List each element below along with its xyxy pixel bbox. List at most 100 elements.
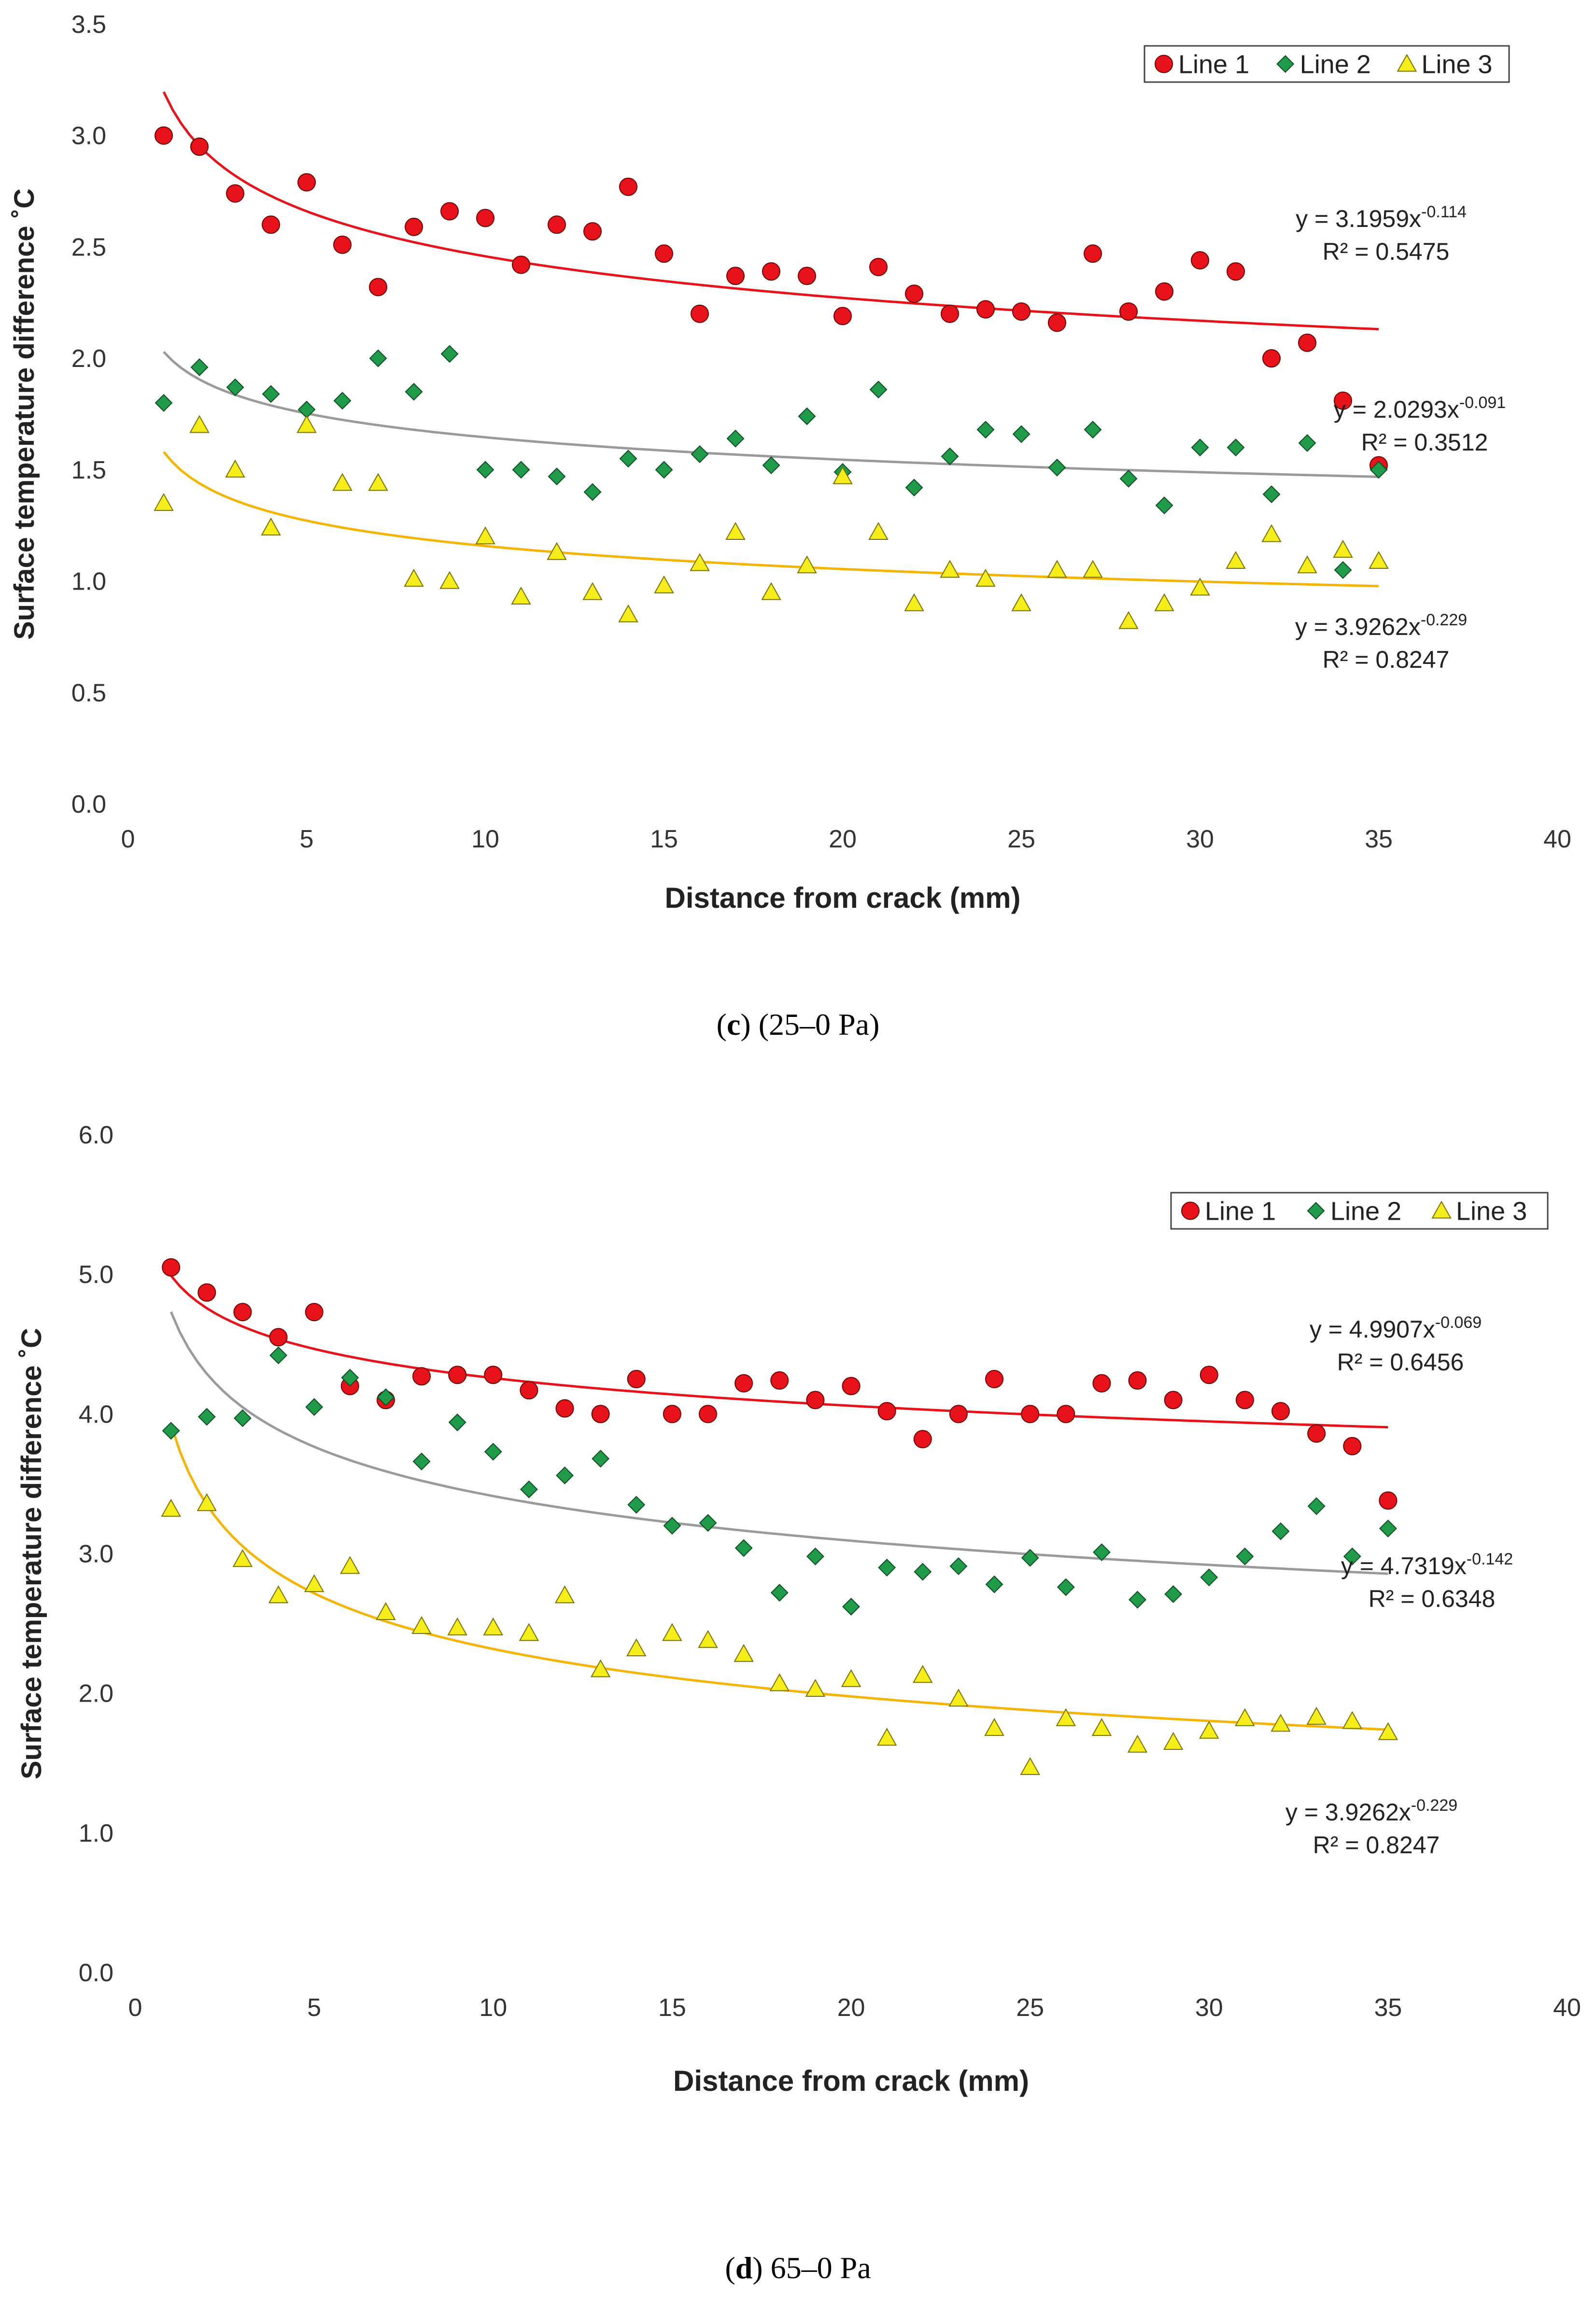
- trendline-1: [162, 91, 1379, 331]
- data-point: [1333, 539, 1353, 558]
- data-point: [1190, 578, 1210, 596]
- trend-equation: y = 3.9262x-0.229: [1295, 611, 1467, 640]
- x-tick-label: 40: [1543, 825, 1571, 853]
- legend-box: [1170, 1192, 1549, 1230]
- y-tick-label: 6.0: [79, 1121, 113, 1149]
- data-point: [913, 1665, 933, 1683]
- data-point: [878, 1559, 896, 1577]
- legend-label: Line 1: [1205, 1197, 1276, 1226]
- data-point: [1020, 1757, 1040, 1775]
- data-point: [985, 1370, 1003, 1389]
- data-point: [297, 173, 316, 192]
- data-point: [1297, 555, 1317, 574]
- data-point: [512, 461, 530, 479]
- data-point: [1129, 1591, 1146, 1609]
- legend: Line 1 Line 2 Line 3: [1170, 1192, 1549, 1230]
- data-point: [155, 394, 173, 412]
- data-point: [976, 421, 995, 439]
- data-point: [226, 184, 244, 203]
- data-point: [520, 1480, 538, 1498]
- data-point: [868, 522, 889, 540]
- y-tick-label: 3.5: [71, 11, 106, 39]
- data-point: [1379, 1520, 1397, 1537]
- data-point: [976, 300, 995, 319]
- x-axis-title: Distance from crack (mm): [665, 882, 1021, 914]
- data-point: [691, 445, 709, 463]
- data-point: [197, 1493, 217, 1511]
- data-point: [984, 1718, 1004, 1736]
- data-point: [369, 278, 387, 296]
- data-point: [699, 1405, 717, 1423]
- data-point: [1048, 313, 1066, 332]
- r-squared: R² = 0.5475: [1323, 238, 1450, 265]
- data-point: [440, 345, 459, 363]
- data-point: [340, 1556, 360, 1574]
- data-point: [876, 1728, 897, 1746]
- data-point: [1271, 1522, 1290, 1540]
- data-point: [583, 483, 602, 501]
- y-tick-label: 3.0: [71, 122, 106, 150]
- data-point: [305, 1303, 324, 1322]
- data-point: [842, 1597, 860, 1616]
- data-point: [476, 461, 494, 479]
- series-line-3: [154, 415, 1389, 629]
- data-point: [1154, 593, 1174, 611]
- data-point: [268, 1585, 289, 1604]
- legend-marker: [1155, 55, 1173, 73]
- data-point: [842, 1377, 861, 1395]
- data-point: [1047, 560, 1067, 578]
- x-tick-label: 20: [829, 825, 857, 853]
- data-point: [161, 1498, 181, 1517]
- data-point: [262, 215, 280, 234]
- data-point: [1092, 1374, 1111, 1393]
- data-point: [1127, 1734, 1148, 1753]
- data-point: [869, 257, 888, 276]
- data-point: [1164, 1585, 1183, 1603]
- data-point: [833, 466, 853, 484]
- x-tick-label: 10: [471, 825, 499, 853]
- x-tick-label: 30: [1195, 1994, 1223, 2022]
- data-point: [985, 1575, 1003, 1593]
- data-point: [1155, 282, 1173, 301]
- data-point: [1306, 1706, 1327, 1725]
- trendline-2: [163, 351, 1379, 478]
- data-point: [377, 1388, 395, 1407]
- data-point: [405, 382, 423, 401]
- trend-equation: y = 4.9907x-0.069: [1310, 1313, 1482, 1343]
- data-point: [548, 215, 566, 234]
- data-point: [662, 1623, 682, 1641]
- data-point: [626, 1638, 647, 1657]
- data-point: [770, 1584, 789, 1602]
- data-point: [904, 593, 924, 611]
- data-point: [162, 1258, 181, 1277]
- data-point: [440, 202, 459, 221]
- data-point: [554, 1585, 575, 1604]
- data-point: [1343, 1547, 1361, 1565]
- data-point: [512, 255, 530, 274]
- data-point: [1342, 1711, 1362, 1729]
- legend-marker: [1181, 1201, 1200, 1220]
- y-tick-label: 2.5: [71, 233, 106, 261]
- data-point: [1084, 421, 1102, 439]
- data-point: [448, 1366, 467, 1384]
- data-point: [405, 217, 423, 236]
- data-point: [341, 1368, 359, 1387]
- x-tick-label: 30: [1186, 825, 1214, 853]
- data-point: [806, 1547, 824, 1565]
- data-point: [663, 1405, 681, 1423]
- data-point: [447, 1617, 467, 1635]
- data-point: [484, 1366, 503, 1384]
- data-point: [1334, 561, 1352, 579]
- data-point: [368, 473, 388, 491]
- legend-label: Line 3: [1421, 50, 1492, 79]
- data-point: [1021, 1549, 1039, 1567]
- data-point: [975, 568, 996, 587]
- data-point: [1012, 302, 1031, 321]
- data-point: [404, 568, 424, 587]
- data-point: [261, 517, 281, 535]
- data-point: [1021, 1405, 1040, 1423]
- data-point: [1227, 262, 1245, 281]
- series-line-2: [155, 345, 1388, 579]
- legend-label: Line 1: [1178, 50, 1249, 79]
